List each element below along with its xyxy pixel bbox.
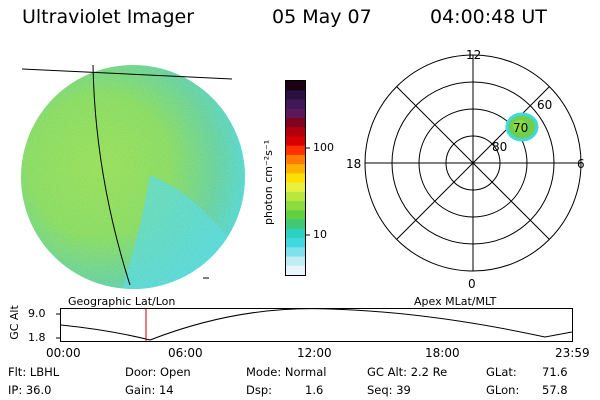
time-label: 04:00:48 UT [430, 6, 547, 28]
altitude-curve [60, 308, 573, 341]
colorbar-band [286, 228, 305, 239]
colorbar-band [286, 201, 305, 211]
dsp-label: Dsp: [246, 383, 273, 397]
colorbar-band [286, 81, 305, 91]
colorbar-band [286, 136, 305, 147]
geographic-caption: Geographic Lat/Lon [68, 295, 176, 308]
glat-label: GLat: [486, 365, 517, 379]
time-tick-0600: 06:00 [168, 346, 203, 360]
colorbar-band [286, 90, 305, 100]
colorbar-band [286, 210, 305, 221]
mode-readout: Mode: Normal [246, 365, 327, 379]
date-label: 05 May 07 [272, 6, 372, 28]
gain-readout: Gain: 14 [125, 383, 174, 397]
apex-caption: Apex MLat/MLT [414, 295, 497, 308]
colorbar-band [286, 117, 305, 128]
colorbar-unit-label: photon cm⁻²s⁻¹ [262, 139, 275, 225]
time-tick-1200: 12:00 [297, 346, 332, 360]
time-tick-0000: 00:00 [46, 346, 81, 360]
mlat-label-70: 70 [513, 121, 529, 135]
seq-readout: Seq: 39 [367, 383, 411, 397]
mlt-label-12: 12 [466, 48, 482, 62]
colorbar-band [286, 127, 305, 137]
instrument-title: Ultraviolet Imager [22, 6, 195, 28]
altitude-tick-1.8: 1.8 [28, 331, 46, 344]
glon-value: 57.8 [542, 383, 568, 397]
earth-disk-image [21, 64, 245, 289]
ip-readout: IP: 36.0 [8, 383, 52, 397]
dsp-value: 1.6 [305, 383, 324, 397]
mlt-label-6: 6 [577, 157, 585, 171]
colorbar-band [286, 108, 305, 119]
colorbar-band [286, 219, 305, 230]
latitude-line [21, 68, 233, 80]
mlt-label-18: 18 [346, 157, 362, 171]
colorbar-band [286, 238, 305, 248]
colorbar-band [286, 191, 305, 202]
filter-readout: Flt: LBHL [8, 365, 60, 379]
polar-plot [364, 54, 582, 272]
glon-label: GLon: [486, 383, 520, 397]
colorbar [285, 80, 310, 276]
glat-value: 71.6 [542, 365, 568, 379]
colorbar-band [286, 247, 305, 258]
colorbar-band [286, 182, 305, 193]
time-tick-2359: 23:59 [555, 346, 590, 360]
colorbar-band [286, 164, 305, 174]
colorbar-band [286, 154, 305, 165]
colorbar-tick-100: 100 [313, 141, 334, 154]
gc-alt-readout: GC Alt: 2.2 Re [367, 365, 448, 379]
colorbar-band [286, 145, 305, 156]
door-readout: Door: Open [125, 365, 191, 379]
altitude-axis-label: GC Alt [7, 305, 21, 340]
colorbar-band [286, 265, 305, 276]
mlat-label-60: 60 [537, 98, 553, 112]
altitude-tick-9: 9.0 [28, 307, 46, 320]
time-tick-1800: 18:00 [425, 346, 460, 360]
mlt-label-0: 0 [468, 277, 476, 291]
colorbar-band [286, 173, 305, 184]
colorbar-tick-10: 10 [313, 228, 327, 241]
colorbar-band [286, 256, 305, 267]
altitude-plot [56, 308, 573, 342]
mlat-label-80: 80 [492, 140, 508, 154]
longitude-line [92, 64, 131, 286]
colorbar-band [286, 99, 305, 110]
